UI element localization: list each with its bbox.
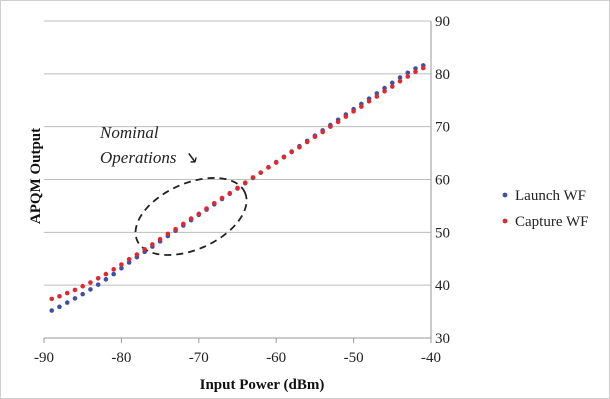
point-capture-wf xyxy=(366,99,372,104)
point-capture-wf xyxy=(281,155,287,160)
point-capture-wf xyxy=(273,160,279,165)
annotation-arrow: ↘ xyxy=(184,148,198,167)
point-capture-wf xyxy=(219,195,225,201)
point-launch-wf xyxy=(49,308,55,313)
point-launch-wf xyxy=(374,91,380,96)
point-capture-wf xyxy=(351,109,356,114)
x-tick-label: -90 xyxy=(34,350,54,366)
point-launch-wf xyxy=(382,85,387,91)
data-points xyxy=(49,63,426,313)
point-capture-wf xyxy=(173,226,178,232)
point-capture-wf xyxy=(150,242,155,247)
point-capture-wf xyxy=(157,236,163,242)
point-launch-wf xyxy=(57,304,62,310)
point-capture-wf xyxy=(304,139,310,145)
point-capture-wf xyxy=(390,84,395,89)
y-tick-label: 90 xyxy=(435,14,450,30)
point-launch-wf xyxy=(397,75,403,80)
point-capture-wf xyxy=(343,114,349,119)
x-tick-label: -70 xyxy=(189,350,209,366)
annotation-line-2-text: Operations xyxy=(100,148,177,167)
point-capture-wf xyxy=(227,190,233,196)
point-capture-wf xyxy=(374,94,380,99)
y-tick-label: 80 xyxy=(435,67,450,83)
point-capture-wf xyxy=(289,149,294,155)
point-capture-wf xyxy=(119,262,124,267)
axes xyxy=(43,21,432,343)
point-launch-wf xyxy=(119,265,124,271)
point-capture-wf xyxy=(72,287,78,293)
point-capture-wf xyxy=(80,283,85,289)
point-capture-wf xyxy=(258,170,264,175)
legend-marker-launch-wf xyxy=(502,192,508,198)
point-capture-wf xyxy=(397,78,403,84)
point-capture-wf xyxy=(405,74,411,79)
legend-label-capture-wf: Capture WF xyxy=(515,214,588,230)
point-capture-wf xyxy=(103,271,109,277)
point-capture-wf xyxy=(204,206,209,211)
point-capture-wf xyxy=(312,134,318,140)
point-capture-wf xyxy=(328,124,333,129)
y-tick-label: 60 xyxy=(435,173,450,189)
point-capture-wf xyxy=(320,129,325,135)
y-tick-label: 70 xyxy=(435,120,450,136)
legend-marker-capture-wf xyxy=(502,218,508,224)
y-tick-label: 50 xyxy=(435,225,450,241)
annotation-ellipse xyxy=(134,177,248,256)
point-launch-wf xyxy=(390,80,395,86)
point-capture-wf xyxy=(181,221,186,227)
point-capture-wf xyxy=(250,175,256,180)
x-tick-label: -80 xyxy=(111,350,131,366)
annotation-line-1: Nominal xyxy=(99,123,159,142)
point-capture-wf xyxy=(188,216,194,221)
point-capture-wf xyxy=(235,185,240,191)
point-capture-wf xyxy=(420,65,426,71)
point-capture-wf xyxy=(142,246,147,252)
point-launch-wf xyxy=(405,70,411,76)
point-capture-wf xyxy=(134,252,140,257)
point-launch-wf xyxy=(80,291,85,297)
legend-label-launch-wf: Launch WF xyxy=(515,188,586,204)
point-capture-wf xyxy=(242,180,248,185)
point-capture-wf xyxy=(95,275,101,281)
point-capture-wf xyxy=(359,104,364,109)
point-capture-wf xyxy=(64,290,70,296)
point-launch-wf xyxy=(111,271,116,277)
point-capture-wf xyxy=(413,69,418,75)
point-capture-wf xyxy=(382,88,387,94)
point-launch-wf xyxy=(72,296,78,301)
point-capture-wf xyxy=(126,256,132,262)
x-axis-title: Input Power (dBm) xyxy=(200,377,325,393)
point-launch-wf xyxy=(413,66,418,71)
point-capture-wf xyxy=(335,119,341,125)
tick-labels: 30 40 50 60 70 80 90 -90 -80 -70 -60 -50 -40 xyxy=(34,14,450,366)
point-launch-wf xyxy=(64,300,70,305)
point-capture-wf xyxy=(49,296,55,302)
x-tick-label: -60 xyxy=(266,350,286,366)
y-axis-title: APQM Output xyxy=(28,128,44,224)
annotation-ellipse-group xyxy=(134,177,248,256)
point-capture-wf xyxy=(266,165,271,170)
point-capture-wf xyxy=(88,280,93,285)
y-tick-label: 30 xyxy=(435,331,450,347)
point-launch-wf xyxy=(103,277,109,282)
point-launch-wf xyxy=(88,287,93,292)
point-capture-wf xyxy=(57,293,62,299)
point-capture-wf xyxy=(165,231,171,237)
legend: Launch WF Capture WF xyxy=(502,188,588,230)
point-launch-wf xyxy=(126,260,132,265)
point-launch-wf xyxy=(95,282,101,287)
point-capture-wf xyxy=(211,200,217,206)
point-capture-wf xyxy=(111,267,116,272)
x-tick-label: -40 xyxy=(421,350,441,366)
x-tick-label: -50 xyxy=(344,350,364,366)
point-capture-wf xyxy=(196,211,202,217)
y-tick-label: 40 xyxy=(435,278,450,294)
annotation-line-2: Operations ↘ xyxy=(100,148,198,167)
point-capture-wf xyxy=(297,144,302,150)
